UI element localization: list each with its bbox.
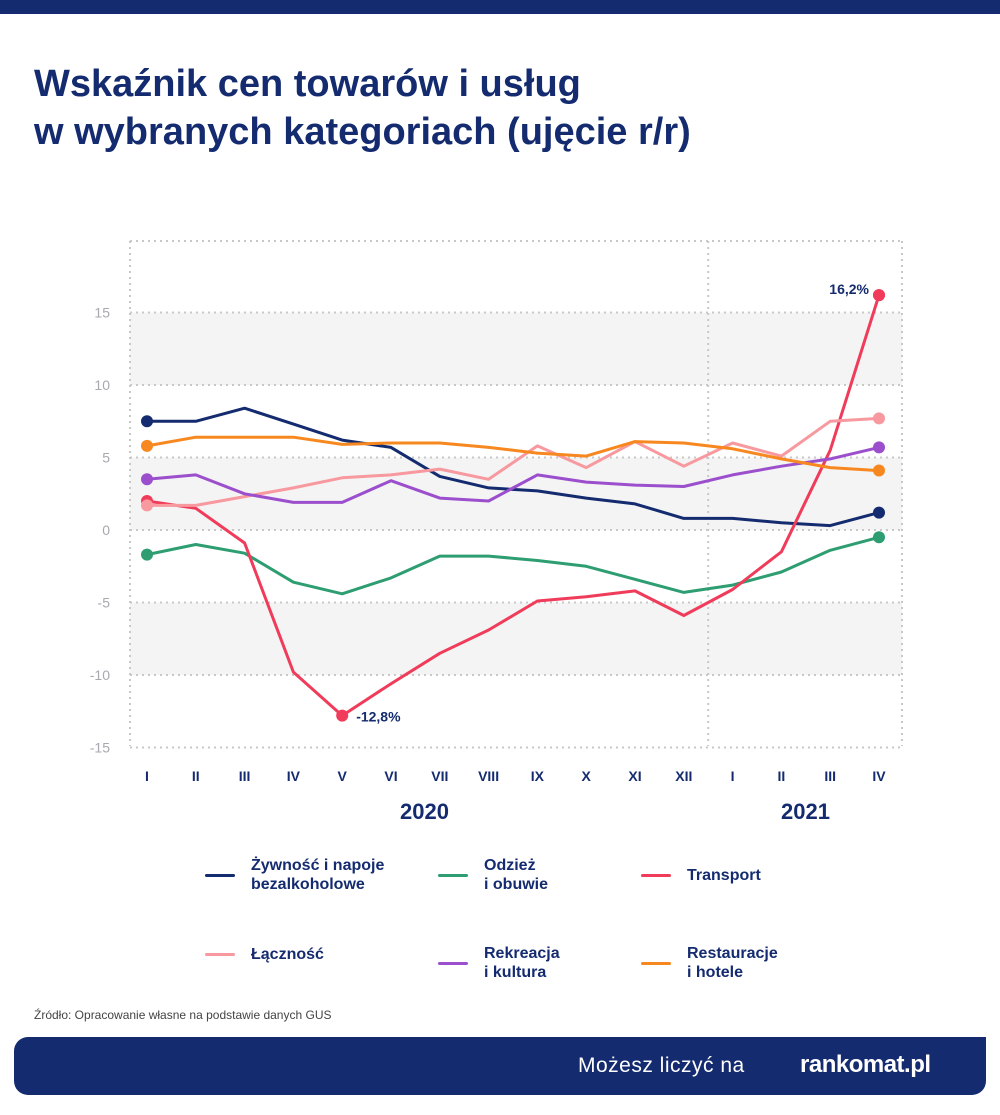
chart-title-line-1: Wskaźnik cen towarów i usług — [34, 63, 581, 105]
x-tick-label: X — [582, 768, 592, 784]
source-note: Źródło: Opracowanie własne na podstawie … — [34, 1008, 332, 1022]
year-label-2020: 2020 — [400, 799, 449, 824]
legend-label-zywnosc: Żywność i napoje bezalkoholowe — [251, 857, 385, 893]
legend-item-restauracje: Restauracje i hotele — [641, 944, 827, 982]
y-tick-label: 10 — [94, 377, 110, 393]
legend-label-transport: Transport — [687, 867, 761, 884]
top-bar — [0, 0, 1000, 14]
legend-swatch-rekreacja — [438, 961, 468, 965]
x-tick-label: V — [338, 768, 348, 784]
band-10-15 — [130, 312, 902, 385]
y-tick-label: -5 — [98, 595, 111, 611]
legend-label-rekreacja: Rekreacja i kultura — [484, 945, 560, 981]
series-start-point-1 — [141, 548, 153, 561]
legend-item-transport: Transport — [641, 866, 827, 885]
chart-title-line-2: w wybranych kategoriach (ujęcie r/r) — [34, 111, 691, 153]
series-start-point-5 — [141, 439, 153, 452]
legend-item-lacznosc: Łączność — [205, 945, 391, 964]
data-label: -12,8% — [356, 709, 401, 725]
legend-label-lacznosc: Łączność — [251, 946, 324, 963]
chart-title: Wskaźnik cen towarów i usług w wybranych… — [34, 60, 691, 156]
x-tick-label: I — [731, 768, 735, 784]
annotation-point-1 — [873, 289, 885, 302]
legend-swatch-transport — [641, 874, 671, 877]
legend-swatch-odziez — [438, 873, 468, 877]
series-end-point-0 — [873, 506, 885, 519]
chart-legend: Żywność i napoje bezalkoholowe Odzież i … — [0, 850, 1000, 1000]
x-tick-label: VI — [384, 768, 397, 784]
series-end-point-5 — [873, 464, 885, 477]
legend-swatch-lacznosc — [205, 953, 235, 956]
series-end-point-1 — [873, 531, 885, 544]
x-tick-label: IV — [872, 768, 886, 784]
data-label: 16,2% — [829, 281, 869, 297]
x-tick-label: VII — [431, 768, 448, 784]
year-label-2021: 2021 — [781, 799, 830, 824]
x-tick-label: VIII — [478, 768, 499, 784]
series-end-point-3 — [873, 412, 885, 425]
x-tick-label: XI — [628, 768, 641, 784]
legend-item-zywnosc: Żywność i napoje bezalkoholowe — [205, 856, 391, 894]
series-end-point-4 — [873, 441, 885, 454]
y-tick-label: 5 — [102, 450, 110, 466]
rankomat-logo: rankomat.pl — [800, 1051, 931, 1078]
legend-label-odziez: Odzież i obuwie — [484, 857, 548, 893]
x-tick-label: IV — [287, 768, 301, 784]
legend-swatch-restauracje — [641, 961, 671, 965]
annotation-point-0 — [336, 709, 349, 722]
y-tick-label: -10 — [90, 667, 110, 683]
x-tick-label: III — [824, 768, 836, 784]
footer-banner: Możesz liczyć na rankomat.pl — [14, 1037, 986, 1095]
x-tick-label: III — [239, 768, 251, 784]
x-tick-label: II — [192, 768, 200, 784]
series-start-point-3 — [141, 499, 153, 512]
y-tick-label: -15 — [90, 740, 110, 756]
series-line-1 — [145, 535, 881, 596]
x-tick-label: I — [145, 768, 149, 784]
legend-item-rekreacja: Rekreacja i kultura — [438, 944, 624, 982]
y-tick-label: 15 — [94, 305, 110, 321]
x-tick-label: XII — [675, 768, 692, 784]
legend-swatch-zywnosc — [205, 873, 235, 877]
series-line-3 — [145, 416, 881, 507]
legend-item-odziez: Odzież i obuwie — [438, 856, 624, 894]
series-start-point-0 — [141, 415, 153, 428]
legend-label-restauracje: Restauracje i hotele — [687, 945, 778, 981]
x-tick-label: IX — [531, 768, 545, 784]
footer-text: Możesz liczyć na — [578, 1054, 745, 1077]
series-line-4 — [145, 445, 881, 504]
series-line-2 — [145, 293, 881, 718]
series-line-5 — [145, 435, 881, 473]
x-tick-label: II — [778, 768, 786, 784]
y-tick-label: 0 — [102, 522, 110, 538]
series-start-point-4 — [141, 473, 153, 486]
